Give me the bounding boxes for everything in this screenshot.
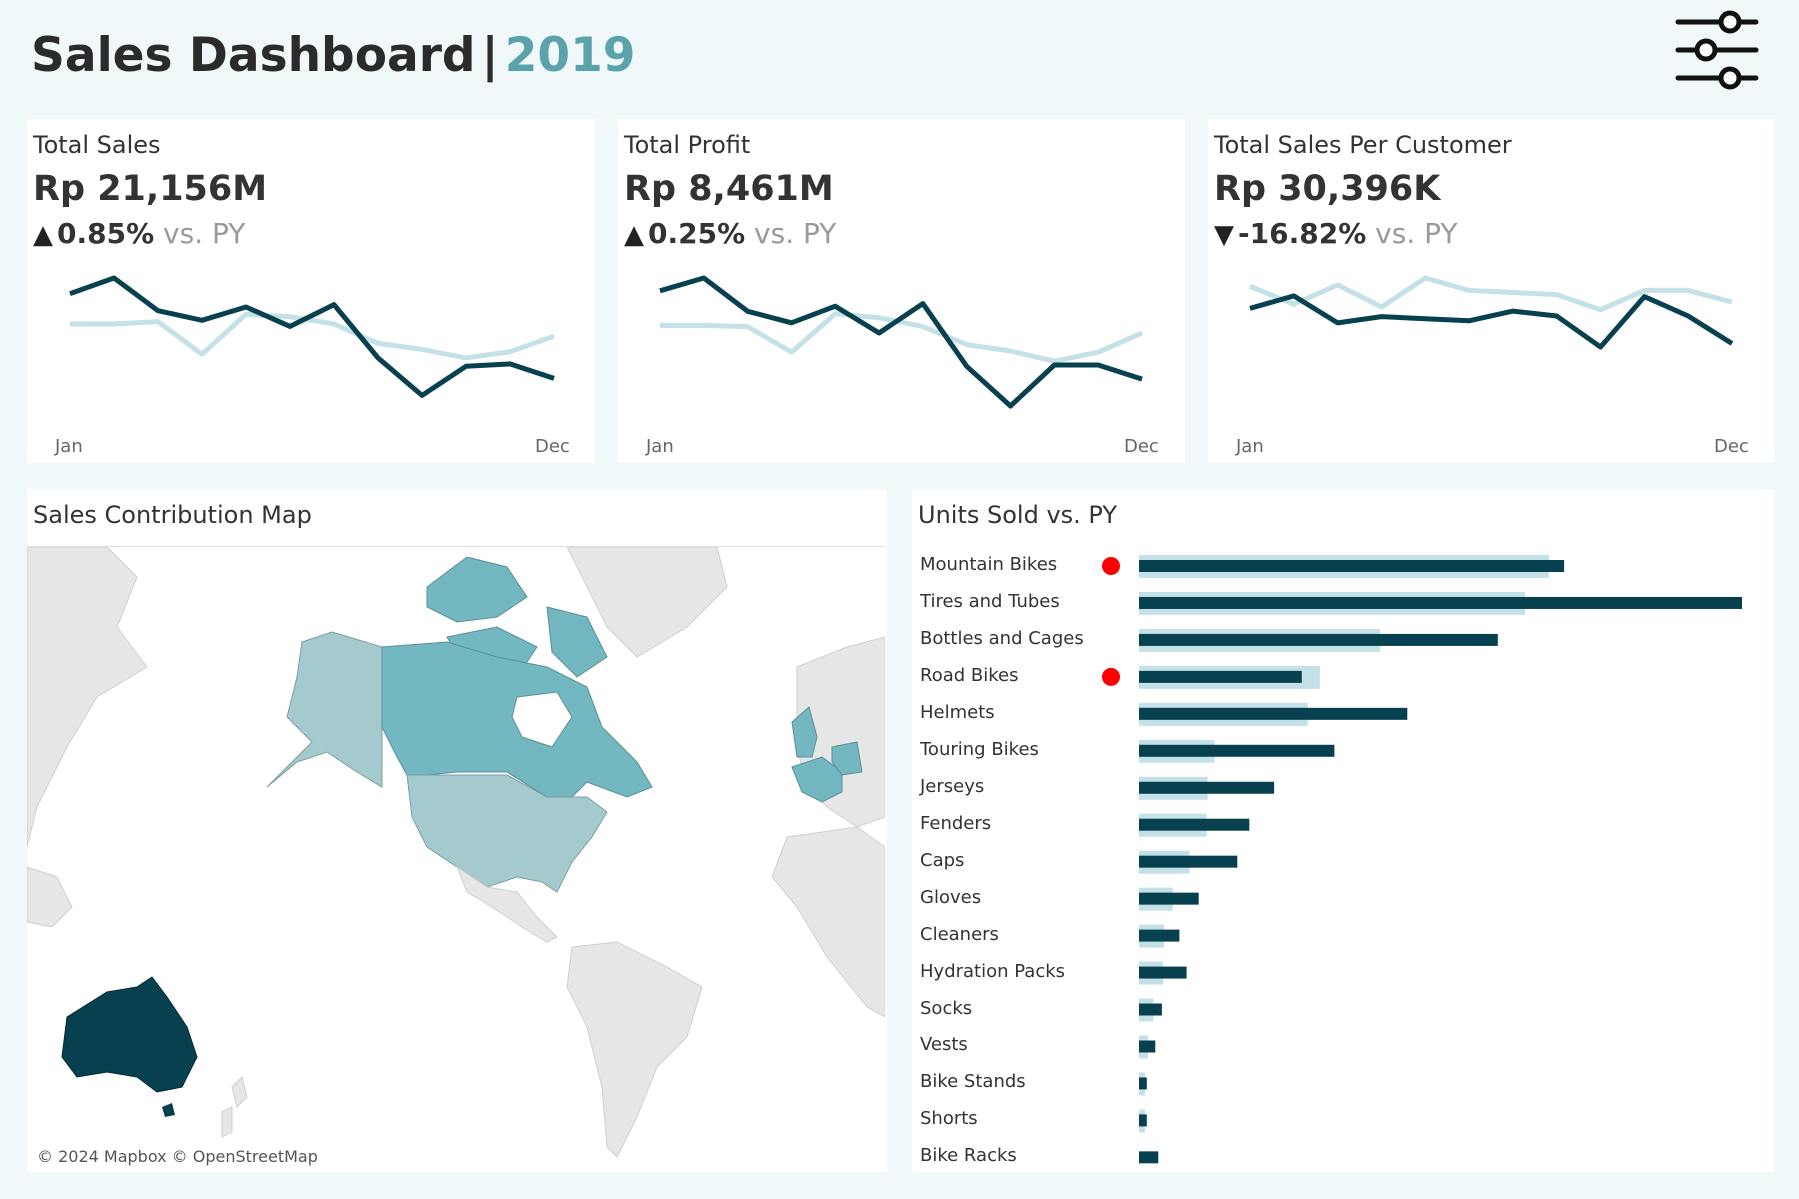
map-credit: © 2024 Mapbox © OpenStreetMap xyxy=(37,1147,318,1166)
kpi-card-total-sales: Total Sales Rp 21,156M ▲ 0.85% vs. PY Jan… xyxy=(27,119,595,463)
bar-category-label: Fenders xyxy=(920,812,992,834)
current-year-bar xyxy=(1139,633,1498,646)
bar-category-label: Mountain Bikes xyxy=(920,554,1058,575)
kpi-label: Total Profit xyxy=(624,131,751,159)
kpi-value: Rp 30,396K xyxy=(1214,169,1441,209)
x-tick-end: Dec xyxy=(1714,436,1749,457)
kpi-vs-label: vs. PY xyxy=(163,217,246,250)
units-sold-panel: Units Sold vs. PY Mountain Bikes Tires an… xyxy=(912,489,1774,1172)
current-year-bar xyxy=(1139,929,1180,942)
x-tick-start: Jan xyxy=(55,436,83,457)
up-arrow-icon: ▲ xyxy=(624,220,644,250)
region-germany xyxy=(831,741,863,776)
bar-category-label: Vests xyxy=(920,1034,968,1056)
bar-category-label: Caps xyxy=(920,849,965,871)
units-bar-chart xyxy=(1102,555,1742,1164)
region-australia xyxy=(61,976,198,1093)
previous-year-line xyxy=(660,311,1144,364)
up-arrow-icon: ▲ xyxy=(33,220,53,250)
current-year-bar xyxy=(1139,966,1187,979)
current-year-bar xyxy=(1139,560,1565,572)
current-year-bar xyxy=(1139,670,1302,683)
current-year-bar xyxy=(1139,781,1275,794)
sparkline-chart xyxy=(1249,275,1734,350)
filter-sliders-icon[interactable] xyxy=(1672,8,1762,92)
region-uk xyxy=(791,706,818,758)
x-tick-start: Jan xyxy=(1236,436,1264,457)
panel-title: Sales Contribution Map xyxy=(33,501,312,529)
bar-category-label: Road Bikes xyxy=(920,664,1019,686)
bar-category-label: Cleaners xyxy=(920,923,999,945)
bar-category-label: Bike Stands xyxy=(920,1071,1026,1093)
previous-year-line xyxy=(1249,275,1733,313)
sparkline-chart xyxy=(69,275,555,398)
region-usa xyxy=(406,774,608,893)
current-year-bar xyxy=(1139,855,1238,868)
kpi-delta-value: 0.25% xyxy=(648,217,746,250)
current-year-bar xyxy=(1139,1003,1162,1016)
title-year: 2019 xyxy=(504,28,636,83)
current-year-bar xyxy=(1139,1151,1159,1164)
current-year-line xyxy=(1249,293,1734,350)
region-france xyxy=(791,756,843,803)
kpi-label: Total Sales xyxy=(33,131,161,159)
bar-category-label: Tires and Tubes xyxy=(920,590,1060,612)
kpi-delta-value: 0.85% xyxy=(57,217,155,250)
x-tick-start: Jan xyxy=(646,436,674,457)
kpi-card-sales-per-customer: Total Sales Per Customer Rp 30,396K ▼ -16… xyxy=(1208,119,1774,463)
page-title: Sales Dashboard | 2019 xyxy=(31,28,636,83)
current-year-bar xyxy=(1139,707,1408,720)
current-year-bar xyxy=(1139,818,1250,831)
x-tick-end: Dec xyxy=(535,436,570,457)
down-arrow-icon: ▼ xyxy=(1214,220,1234,250)
kpi-delta-value: -16.82% xyxy=(1238,217,1367,250)
current-year-bar xyxy=(1139,596,1742,609)
current-year-line xyxy=(69,275,555,398)
bar-category-label: Jerseys xyxy=(920,775,985,797)
bar-category-label: Bottles and Cages xyxy=(920,627,1084,649)
x-tick-end: Dec xyxy=(1124,436,1159,457)
bar-category-label: Shorts xyxy=(920,1108,978,1130)
kpi-vs-label: vs. PY xyxy=(1375,217,1458,250)
previous-year-line xyxy=(70,311,555,361)
current-year-bar xyxy=(1139,1077,1147,1090)
below-target-indicator xyxy=(1102,557,1120,575)
kpi-value: Rp 8,461M xyxy=(624,169,834,209)
bar-category-label: Hydration Packs xyxy=(920,960,1066,982)
kpi-delta: ▲ 0.85% vs. PY xyxy=(33,217,245,250)
title-separator: | xyxy=(481,28,499,83)
region-canada-north xyxy=(426,556,608,678)
title-text: Sales Dashboard xyxy=(31,28,476,83)
bar-category-label: Bike Racks xyxy=(920,1145,1017,1167)
kpi-delta: ▲ 0.25% vs. PY xyxy=(624,217,836,250)
current-year-bar xyxy=(1139,1114,1147,1127)
bar-category-label: Helmets xyxy=(920,701,995,723)
current-year-bar xyxy=(1139,892,1199,905)
bar-category-label: Socks xyxy=(920,997,973,1019)
world-map[interactable]: © 2024 Mapbox © OpenStreetMap xyxy=(27,546,885,1170)
panel-title: Units Sold vs. PY xyxy=(918,501,1118,529)
current-year-bar xyxy=(1139,1040,1156,1053)
sparkline-chart xyxy=(659,275,1144,409)
kpi-delta: ▼ -16.82% vs. PY xyxy=(1214,217,1458,250)
kpi-card-total-profit: Total Profit Rp 8,461M ▲ 0.25% vs. PY Jan… xyxy=(618,119,1185,463)
kpi-label: Total Sales Per Customer xyxy=(1214,131,1512,159)
bar-category-label: Touring Bikes xyxy=(920,738,1039,760)
current-year-line xyxy=(659,275,1143,409)
region-alaska xyxy=(266,631,383,788)
below-target-indicator xyxy=(1102,667,1120,686)
current-year-bar xyxy=(1139,744,1335,757)
kpi-value: Rp 21,156M xyxy=(33,169,268,209)
kpi-vs-label: vs. PY xyxy=(754,217,837,250)
bar-category-label: Gloves xyxy=(920,886,982,908)
sales-contribution-map-panel: Sales Contribution Map xyxy=(27,489,887,1172)
